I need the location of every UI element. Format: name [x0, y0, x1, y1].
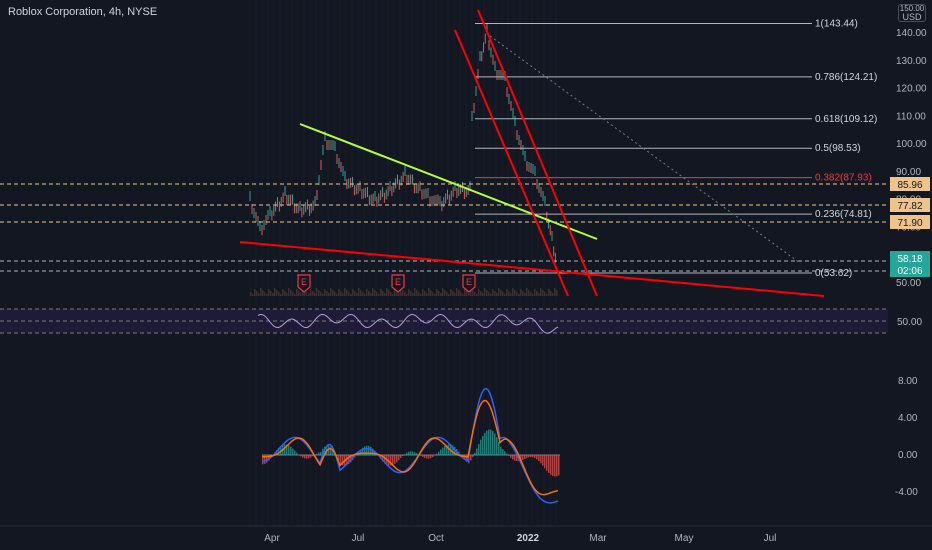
price-badges: 85.96 77.82 71.90 58.18 02:06 — [890, 177, 930, 277]
macd-tick: -4.00 — [895, 487, 918, 498]
price-tick: 50.00 — [896, 278, 921, 289]
fib-label: 0.236(74.81) — [815, 209, 872, 220]
fib-label: 0(53.62) — [815, 268, 852, 279]
time-tick: Apr — [264, 533, 280, 544]
macd-axis: 8.00 4.00 0.00 -4.00 — [895, 376, 918, 498]
fib-label: 0.786(124.21) — [815, 72, 877, 83]
price-tick: 130.00 — [896, 56, 927, 67]
time-tick: 2022 — [517, 533, 540, 544]
fib-label: 1(143.44) — [815, 18, 858, 29]
price-tick: 120.00 — [896, 84, 927, 95]
earnings-markers[interactable]: E E E — [297, 274, 476, 293]
trend-line-dotted[interactable] — [489, 35, 801, 264]
fib-label: 0.382(87.93) — [815, 173, 872, 184]
trend-line-red-channel-right[interactable] — [477, 9, 598, 297]
currency-label: USD — [902, 12, 922, 22]
svg-text:E: E — [301, 277, 307, 287]
price-tick: 90.00 — [896, 167, 921, 178]
price-pane[interactable] — [249, 24, 558, 296]
grid — [249, 0, 557, 526]
earnings-icon[interactable]: E — [462, 274, 476, 293]
fib-label: 0.618(109.12) — [815, 114, 877, 125]
earnings-icon[interactable]: E — [297, 274, 311, 293]
fibonacci-retracement[interactable]: 1(143.44) 0.786(124.21) 0.618(109.12) 0.5(9… — [475, 18, 877, 279]
time-tick: Oct — [428, 533, 444, 544]
currency-top-tick: 150.00 — [899, 4, 925, 13]
svg-text:E: E — [466, 277, 472, 287]
trend-lines[interactable] — [239, 9, 825, 297]
badge-71: 71.90 — [897, 218, 922, 229]
badge-77: 77.82 — [897, 201, 922, 212]
trend-line-green[interactable] — [299, 123, 598, 240]
symbol-title: Roblox Corporation, 4h, NYSE — [8, 6, 158, 18]
badge-85: 85.96 — [897, 180, 922, 191]
earnings-icon[interactable]: E — [391, 274, 405, 293]
last-price: 58.18 — [897, 254, 922, 265]
rsi-pane[interactable] — [0, 308, 888, 334]
currency-button[interactable]: 150.00 USD — [898, 4, 926, 22]
svg-text:E: E — [395, 277, 401, 287]
time-tick: Mar — [589, 533, 607, 544]
macd-tick: 0.00 — [898, 450, 918, 461]
macd-pane[interactable] — [261, 387, 560, 504]
trend-line-red-lower[interactable] — [239, 241, 825, 297]
bar-countdown: 02:06 — [897, 266, 922, 277]
time-tick: Jul — [352, 533, 365, 544]
rsi-axis: 50.00 — [897, 317, 922, 328]
price-tick: 100.00 — [896, 139, 927, 150]
rsi-tick: 50.00 — [897, 317, 922, 328]
macd-tick: 8.00 — [898, 376, 918, 387]
horizontal-levels — [0, 183, 888, 272]
trend-line-red-channel-left[interactable] — [454, 29, 569, 297]
price-tick: 110.00 — [896, 111, 926, 122]
time-tick: May — [675, 533, 694, 544]
price-tick: 140.00 — [896, 28, 927, 39]
time-axis[interactable]: Apr Jul Oct 2022 Mar May Jul — [0, 525, 932, 544]
time-tick: Jul — [764, 533, 777, 544]
macd-tick: 4.00 — [898, 413, 918, 424]
fib-label: 0.5(98.53) — [815, 143, 861, 154]
